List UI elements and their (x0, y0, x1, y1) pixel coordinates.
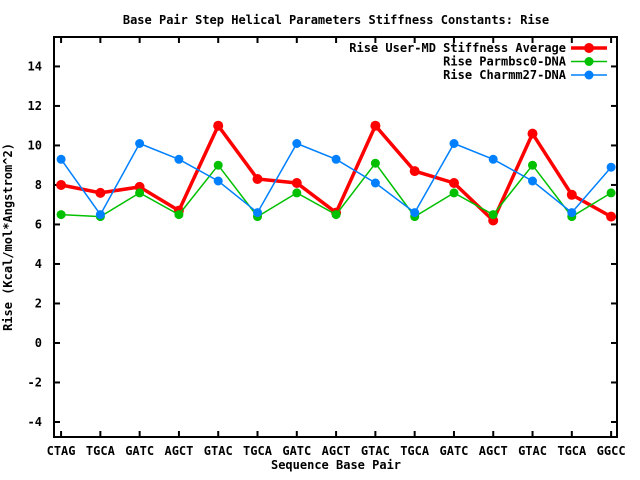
y-tick-label: 2 (35, 296, 42, 310)
legend-sample-point-user-md (584, 43, 594, 53)
x-tick-label: AGCT (322, 444, 351, 458)
x-tick-label: CTAG (47, 444, 76, 458)
legend-label-charmm27: Rise Charmm27-DNA (443, 68, 567, 82)
y-tick-label: 14 (28, 59, 42, 73)
series-point-charmm27 (56, 154, 66, 164)
chart-title: Base Pair Step Helical Parameters Stiffn… (123, 13, 549, 27)
x-tick-label: GGCC (597, 444, 626, 458)
x-tick-label: GATC (440, 444, 469, 458)
series-point-parmbsc0 (213, 160, 223, 170)
plot-border (53, 36, 618, 438)
series-point-parmbsc0 (528, 160, 537, 170)
y-axis-label: Rise (Kcal/mol*Angstrom^2) (1, 143, 15, 331)
x-tick-label: AGCT (479, 444, 508, 458)
series-point-charmm27 (135, 139, 145, 148)
y-tick-label: -2 (28, 375, 42, 389)
series-point-user-md (291, 178, 302, 188)
series-point-charmm27 (292, 139, 302, 148)
series-point-charmm27 (253, 208, 262, 218)
series-point-charmm27 (528, 176, 537, 186)
y-tick-label: 10 (28, 138, 42, 152)
x-tick-label: TGCA (86, 444, 116, 458)
x-tick-label: GATC (282, 444, 311, 458)
plot-dynamic-layer: -4 -2 0 2 4 6 8 10 12 14 CTAG TGCA GATC AGCT GTAC TGCA G… (28, 36, 626, 458)
legend: Rise User-MD Stiffness Average Rise Parm… (349, 41, 567, 82)
y-tick-label: 0 (35, 336, 42, 350)
series-point-charmm27 (567, 208, 577, 218)
legend-label-user-md: Rise User-MD Stiffness Average (349, 41, 566, 55)
series-point-parmbsc0 (370, 158, 380, 168)
series-point-charmm27 (95, 210, 105, 220)
x-tick-label: GTAC (361, 444, 390, 458)
x-tick-label: GTAC (204, 444, 233, 458)
series-point-charmm27 (449, 139, 459, 148)
series-point-user-md (527, 128, 538, 139)
series-point-charmm27 (213, 176, 223, 186)
series-point-charmm27 (331, 154, 341, 164)
series-point-parmbsc0 (606, 188, 616, 198)
x-tick-label: TGCA (557, 444, 587, 458)
y-tick-label: 6 (35, 217, 42, 231)
series-point-user-md (370, 120, 381, 131)
y-tick-label: 8 (35, 178, 42, 192)
series-point-user-md (606, 211, 617, 222)
series-point-user-md (213, 120, 224, 131)
series-point-charmm27 (606, 162, 616, 172)
y-tick-label: -4 (28, 415, 42, 429)
series-point-charmm27 (410, 208, 420, 218)
x-tick-label: GTAC (518, 444, 547, 458)
series-point-charmm27 (174, 154, 184, 164)
x-tick-label: AGCT (164, 444, 193, 458)
series-point-user-md (95, 187, 106, 198)
series-line-user-md (60, 122, 612, 224)
series-point-parmbsc0 (331, 210, 341, 220)
legend-label-parmbsc0: Rise Parmbsc0-DNA (443, 55, 567, 69)
legend-sample-point-parmbsc0 (584, 57, 594, 66)
series-point-parmbsc0 (449, 188, 459, 198)
legend-sample-point-charmm27 (584, 70, 594, 80)
series-point-user-md (56, 180, 67, 190)
series-point-parmbsc0 (56, 210, 66, 220)
series-point-user-md (566, 189, 577, 200)
series-point-parmbsc0 (292, 188, 302, 198)
y-tick-label: 12 (28, 99, 42, 113)
series-point-user-md (449, 178, 459, 188)
series-point-user-md (252, 174, 263, 184)
series-point-charmm27 (488, 154, 498, 164)
x-tick-label: GATC (125, 444, 154, 458)
series-point-parmbsc0 (174, 210, 184, 220)
series-point-user-md (409, 166, 420, 177)
series-point-parmbsc0 (135, 188, 145, 198)
x-tick-label: TGCA (400, 444, 430, 458)
series-point-parmbsc0 (488, 210, 498, 220)
x-axis-label: Sequence Base Pair (271, 458, 401, 472)
series-point-charmm27 (370, 178, 380, 188)
x-tick-label: TGCA (243, 444, 273, 458)
y-tick-label: 4 (35, 257, 42, 271)
